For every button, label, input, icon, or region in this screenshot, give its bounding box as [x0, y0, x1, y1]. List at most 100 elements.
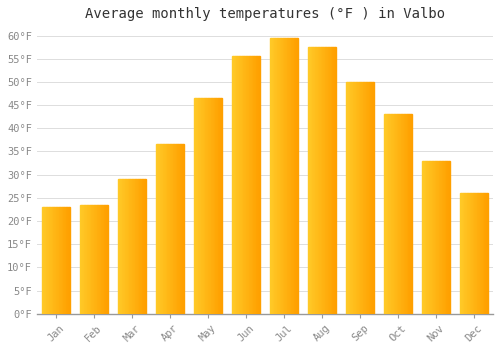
Bar	[287, 38, 288, 314]
Bar	[202, 98, 203, 314]
Bar	[218, 98, 220, 314]
Bar	[134, 179, 136, 314]
Bar	[442, 161, 443, 314]
Bar	[367, 82, 368, 314]
Bar	[385, 114, 386, 314]
Bar	[281, 38, 282, 314]
Bar	[119, 179, 120, 314]
Bar	[157, 145, 158, 314]
Bar	[411, 114, 412, 314]
Bar	[63, 207, 64, 314]
Bar	[430, 161, 432, 314]
Bar	[315, 47, 316, 314]
Bar	[64, 207, 66, 314]
Bar	[243, 56, 244, 314]
Bar	[220, 98, 222, 314]
Bar	[182, 145, 184, 314]
Bar	[122, 179, 124, 314]
Bar	[440, 161, 442, 314]
Bar	[314, 47, 315, 314]
Bar	[130, 179, 132, 314]
Bar	[106, 205, 108, 314]
Bar	[354, 82, 356, 314]
Bar	[57, 207, 58, 314]
Bar	[347, 82, 348, 314]
Bar	[162, 145, 164, 314]
Bar	[390, 114, 391, 314]
Bar	[462, 193, 464, 314]
Bar	[410, 114, 411, 314]
Bar	[240, 56, 242, 314]
Bar	[320, 47, 322, 314]
Bar	[328, 47, 329, 314]
Bar	[296, 38, 297, 314]
Bar	[140, 179, 142, 314]
Bar	[436, 161, 438, 314]
Bar	[402, 114, 404, 314]
Bar	[428, 161, 429, 314]
Bar	[271, 38, 272, 314]
Bar	[98, 205, 100, 314]
Bar	[253, 56, 254, 314]
Bar	[158, 145, 160, 314]
Bar	[244, 56, 246, 314]
Bar	[52, 207, 53, 314]
Bar	[486, 193, 487, 314]
Bar	[278, 38, 280, 314]
Bar	[325, 47, 326, 314]
Bar	[370, 82, 372, 314]
Bar	[433, 161, 434, 314]
Bar	[234, 56, 236, 314]
Bar	[373, 82, 374, 314]
Bar	[100, 205, 101, 314]
Bar	[91, 205, 92, 314]
Bar	[180, 145, 182, 314]
Bar	[58, 207, 60, 314]
Bar	[238, 56, 239, 314]
Bar	[200, 98, 201, 314]
Bar	[177, 145, 178, 314]
Bar	[277, 38, 278, 314]
Bar	[422, 161, 423, 314]
Bar	[297, 38, 298, 314]
Bar	[272, 38, 274, 314]
Bar	[232, 56, 233, 314]
Bar	[476, 193, 477, 314]
Bar	[396, 114, 398, 314]
Bar	[124, 179, 126, 314]
Bar	[82, 205, 84, 314]
Bar	[242, 56, 243, 314]
Bar	[259, 56, 260, 314]
Bar	[332, 47, 334, 314]
Bar	[394, 114, 395, 314]
Bar	[432, 161, 433, 314]
Bar	[366, 82, 367, 314]
Bar	[424, 161, 426, 314]
Bar	[233, 56, 234, 314]
Bar	[470, 193, 471, 314]
Bar	[67, 207, 68, 314]
Bar	[290, 38, 291, 314]
Bar	[280, 38, 281, 314]
Bar	[54, 207, 56, 314]
Bar	[438, 161, 439, 314]
Bar	[212, 98, 214, 314]
Bar	[352, 82, 353, 314]
Bar	[246, 56, 248, 314]
Bar	[408, 114, 410, 314]
Bar	[249, 56, 250, 314]
Bar	[346, 82, 347, 314]
Bar	[239, 56, 240, 314]
Bar	[316, 47, 318, 314]
Bar	[294, 38, 296, 314]
Bar	[406, 114, 408, 314]
Bar	[256, 56, 258, 314]
Bar	[326, 47, 328, 314]
Bar	[43, 207, 44, 314]
Bar	[324, 47, 325, 314]
Bar	[392, 114, 394, 314]
Bar	[102, 205, 104, 314]
Bar	[160, 145, 162, 314]
Bar	[334, 47, 335, 314]
Bar	[210, 98, 211, 314]
